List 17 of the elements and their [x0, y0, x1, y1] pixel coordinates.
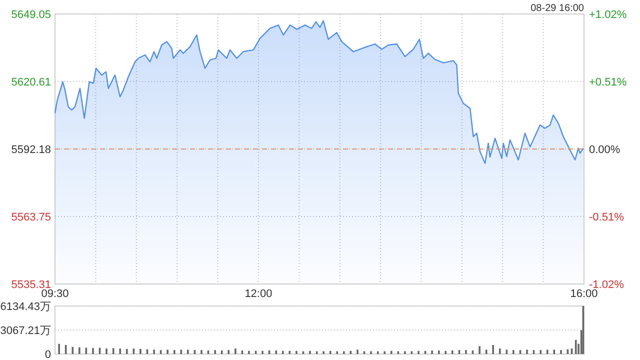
y-tick-label: 5649.05	[11, 9, 51, 21]
y2-tick-label: +1.02%	[589, 9, 627, 21]
y-tick-label: 5563.75	[11, 211, 51, 224]
y-tick-label: 6134.43万	[0, 301, 51, 313]
y-tick-label: 3067.21万	[0, 325, 51, 337]
y2-tick-label: 0.00%	[589, 144, 620, 156]
y2-tick-label: -0.51%	[589, 212, 624, 224]
annotation: 08-29 16:00	[530, 3, 584, 14]
y-tick-label: 5535.31	[11, 279, 51, 291]
x-tick-label: 09:30	[41, 288, 69, 300]
y2-tick-label: -1.02%	[589, 279, 624, 291]
x-tick-label: 16:00	[570, 288, 598, 300]
y2-tick-label: +0.51%	[589, 76, 627, 88]
y-tick-label: 5592.18	[11, 144, 51, 156]
y-tick-label: 5620.61	[11, 76, 51, 89]
x-tick-label: 12:00	[244, 288, 272, 300]
y-tick-label: 0	[44, 349, 51, 360]
